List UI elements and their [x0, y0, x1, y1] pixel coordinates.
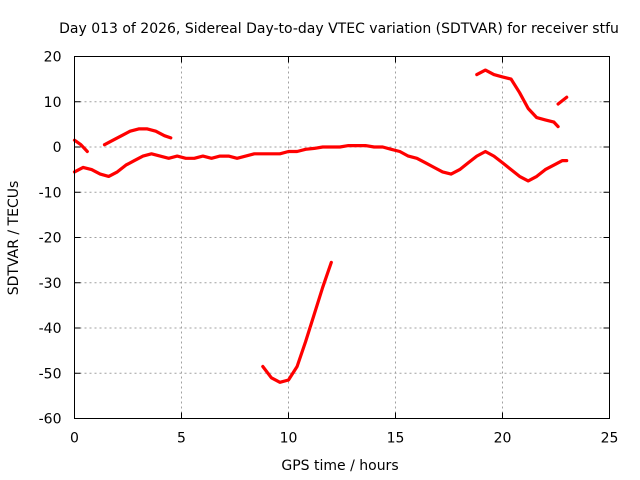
x-tick-label: 0: [70, 431, 79, 447]
series-line-segment-4: [261, 260, 333, 384]
y-tick-labels: -60 -50 -40 -30 -20 -10 0 10 20: [39, 50, 62, 428]
y-tick-label: 10: [44, 95, 62, 111]
x-tick-label: 5: [177, 431, 186, 447]
series-line-segment-2: [72, 144, 569, 183]
y-tick-label: -60: [39, 412, 62, 428]
y-tick-label: -40: [39, 321, 62, 337]
y-tick-label: -10: [39, 185, 62, 201]
series-line-segment-5: [475, 68, 560, 129]
x-tick-label: 10: [280, 431, 298, 447]
series-line-segment-6: [556, 95, 569, 106]
chart-title: Day 013 of 2026, Sidereal Day-to-day VTE…: [59, 21, 619, 37]
x-tick-label: 20: [494, 431, 512, 447]
y-tick-label: -30: [39, 276, 62, 292]
x-tick-label: 25: [601, 431, 619, 447]
y-axis-label: SDTVAR / TECUs: [6, 181, 22, 296]
y-tick-label: -20: [39, 231, 62, 247]
data-series: [72, 68, 569, 384]
x-tick-label: 15: [387, 431, 405, 447]
series-line-segment-1: [72, 138, 89, 154]
y-tick-label: 0: [53, 140, 62, 156]
y-tick-label: 20: [44, 50, 62, 66]
series-line-segment-3: [102, 127, 173, 147]
grid-lines: [74, 56, 610, 419]
plot-frame: [74, 56, 610, 419]
y-tick-label: -50: [39, 366, 62, 382]
x-tick-labels: 0 5 10 15 20 25: [70, 431, 618, 447]
x-axis-label: GPS time / hours: [281, 458, 398, 474]
